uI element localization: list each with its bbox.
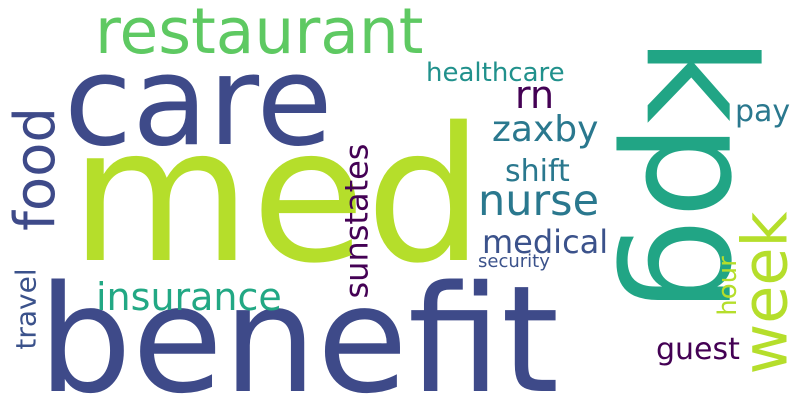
- word-rn: rn: [515, 73, 555, 117]
- word-restaurant: restaurant: [95, 0, 424, 68]
- word-insurance: insurance: [96, 275, 282, 319]
- word-food: food: [2, 107, 68, 231]
- word-nurse: nurse: [478, 176, 600, 226]
- word-healthcare: healthcare: [426, 58, 565, 88]
- word-travel: travel: [9, 268, 43, 350]
- word-guest: guest: [656, 332, 740, 367]
- word-sunstates: sunstates: [337, 143, 376, 299]
- word-zaxby: zaxby: [492, 109, 599, 150]
- word-medical: medical: [482, 223, 609, 261]
- word-care: care: [64, 30, 333, 174]
- word-security: security: [478, 251, 550, 272]
- word-pay: pay: [735, 94, 791, 129]
- word-week: week: [728, 211, 800, 375]
- word-med: med: [70, 87, 484, 304]
- word-hour: hour: [712, 256, 743, 316]
- word-benefit: benefit: [38, 254, 560, 400]
- word-shift: shift: [505, 154, 570, 189]
